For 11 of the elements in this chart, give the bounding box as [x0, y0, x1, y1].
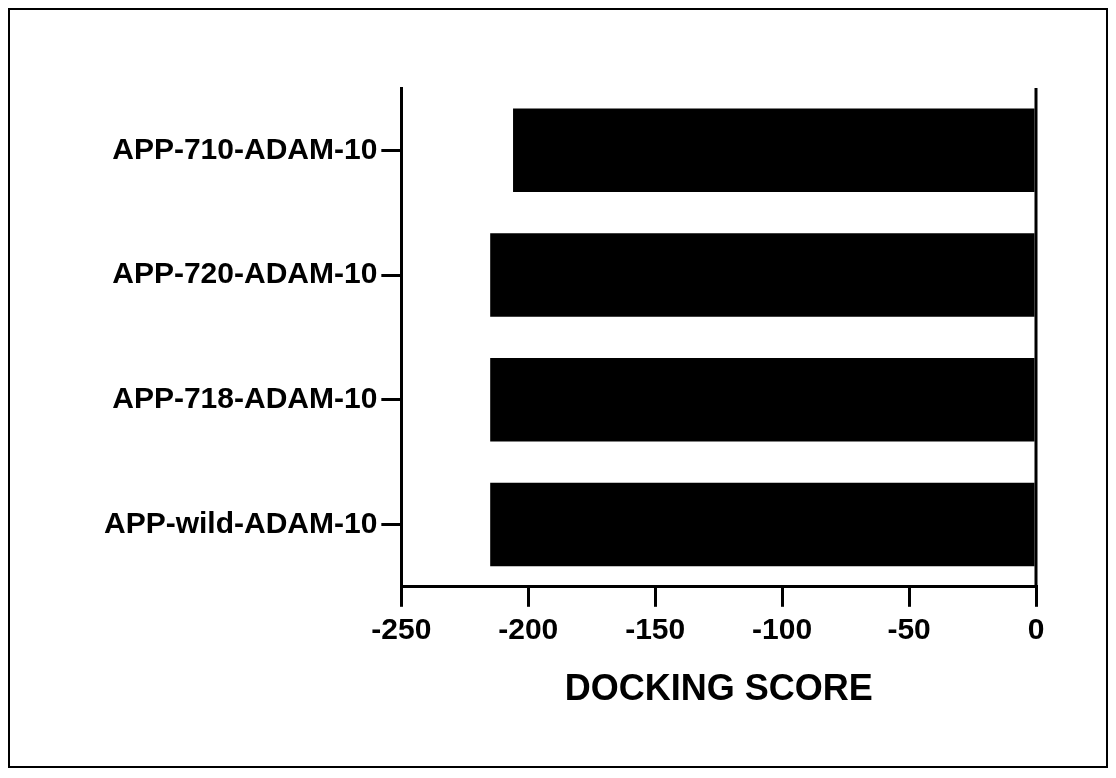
x-axis-title: DOCKING SCORE	[564, 667, 873, 709]
x-tick-label: -50	[887, 612, 931, 646]
y-tick-label: APP-710-ADAM-10	[112, 131, 378, 165]
x-tick-label: -250	[371, 612, 432, 646]
x-tick-label: 0	[1027, 612, 1045, 646]
y-tick-label: APP-wild-ADAM-10	[104, 505, 378, 539]
y-tick-label: APP-718-ADAM-10	[112, 381, 378, 415]
y-tick-label: APP-720-ADAM-10	[112, 256, 378, 290]
x-tick-label: -150	[625, 612, 686, 646]
x-tick-label: -200	[498, 612, 559, 646]
x-tick-label: -100	[752, 612, 813, 646]
